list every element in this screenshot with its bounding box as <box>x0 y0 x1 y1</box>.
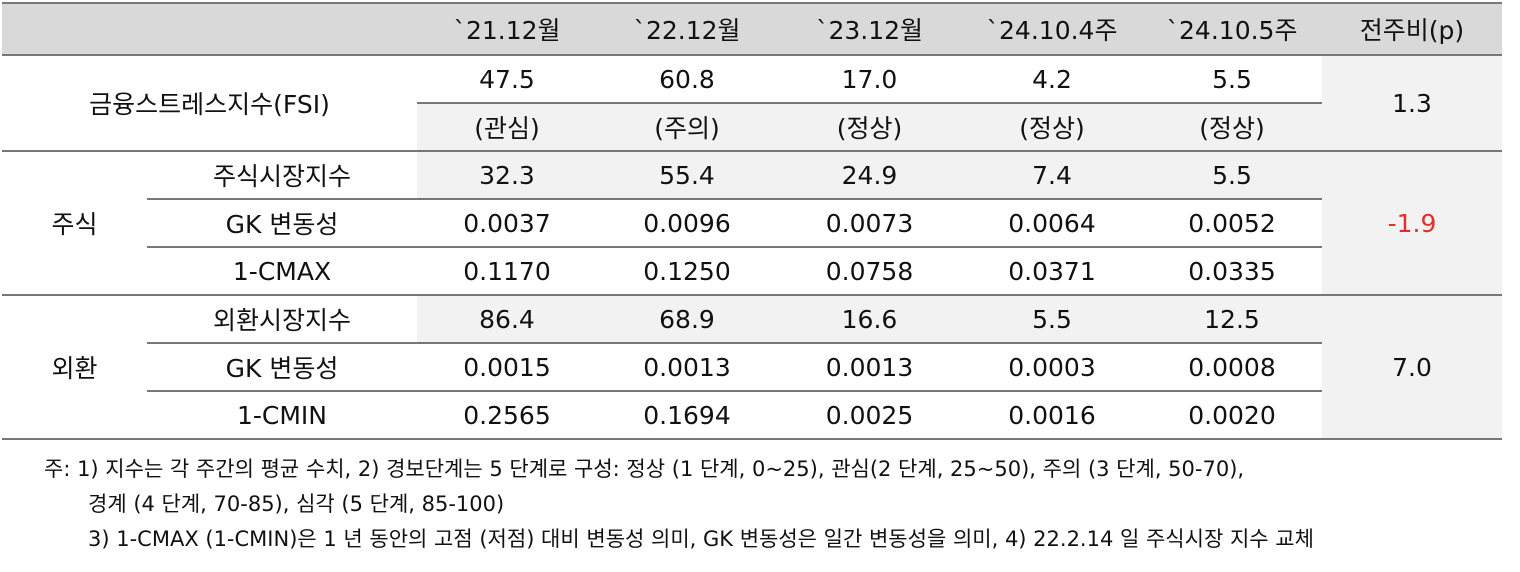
cell-value: 0.0371 <box>962 247 1142 296</box>
col-header: `21.12월 <box>417 2 597 56</box>
fsi-value: 4.2 <box>962 55 1142 104</box>
fsi-status: (주의) <box>597 103 777 152</box>
fsi-label: 금융스트레스지수(FSI) <box>2 55 417 152</box>
cell-value: 0.1250 <box>597 247 777 296</box>
cell-value: 55.4 <box>597 151 777 200</box>
footnotes: 주: 1) 지수는 각 주간의 평균 수치, 2) 경보단계는 5 단계로 구성… <box>44 452 1314 557</box>
stock-change: -1.9 <box>1322 151 1502 296</box>
cell-value: 24.9 <box>777 151 962 200</box>
fsi-change: 1.3 <box>1322 55 1502 152</box>
cell-value: 0.0064 <box>962 199 1142 248</box>
cell-value: 0.1170 <box>417 247 597 296</box>
stock-index-row: 주식 주식시장지수 32.3 55.4 24.9 7.4 5.5 -1.9 <box>2 151 1502 296</box>
fsi-value: 60.8 <box>597 55 777 104</box>
col-header: `24.10.4주 <box>962 2 1142 56</box>
col-header: `24.10.5주 <box>1142 2 1322 56</box>
col-header: `23.12월 <box>777 2 962 56</box>
cell-value: 0.0003 <box>962 343 1142 392</box>
cell-value: 0.0073 <box>777 199 962 248</box>
stock-gk-row: GK 변동성 0.0037 0.0096 0.0073 0.0064 0.005… <box>2 199 1502 248</box>
fsi-status: (관심) <box>417 103 597 152</box>
fsi-status: (정상) <box>962 103 1142 152</box>
col-header-change: 전주비(p) <box>1322 2 1502 56</box>
cell-value: 12.5 <box>1142 295 1322 344</box>
row-label: 1-CMIN <box>147 391 417 440</box>
cell-value: 0.0052 <box>1142 199 1322 248</box>
fsi-value: 17.0 <box>777 55 962 104</box>
stock-cmax-row: 1-CMAX 0.1170 0.1250 0.0758 0.0371 0.033… <box>2 247 1502 296</box>
cell-value: 68.9 <box>597 295 777 344</box>
cell-value: 0.0758 <box>777 247 962 296</box>
fsi-table: `21.12월 `22.12월 `23.12월 `24.10.4주 `24.10… <box>2 2 1502 440</box>
cell-value: 0.0037 <box>417 199 597 248</box>
fsi-status: (정상) <box>1142 103 1322 152</box>
stock-section-label: 주식 <box>2 151 147 296</box>
fx-gk-row: GK 변동성 0.0015 0.0013 0.0013 0.0003 0.000… <box>2 343 1502 392</box>
cell-value: 5.5 <box>1142 151 1322 200</box>
cell-value: 32.3 <box>417 151 597 200</box>
fx-change: 7.0 <box>1322 295 1502 440</box>
row-label: GK 변동성 <box>147 343 417 392</box>
fsi-status: (정상) <box>777 103 962 152</box>
row-label: 1-CMAX <box>147 247 417 296</box>
cell-value: 0.0013 <box>597 343 777 392</box>
cell-value: 16.6 <box>777 295 962 344</box>
cell-value: 0.0013 <box>777 343 962 392</box>
cell-value: 0.0096 <box>597 199 777 248</box>
cell-value: 7.4 <box>962 151 1142 200</box>
fx-index-row: 외환 외환시장지수 86.4 68.9 16.6 5.5 12.5 7.0 <box>2 295 1502 440</box>
cell-value: 0.0025 <box>777 391 962 440</box>
cell-value: 0.0016 <box>962 391 1142 440</box>
row-label: 외환시장지수 <box>147 295 417 344</box>
cell-value: 0.0020 <box>1142 391 1322 440</box>
header-row: `21.12월 `22.12월 `23.12월 `24.10.4주 `24.10… <box>2 2 1502 56</box>
col-header: `22.12월 <box>597 2 777 56</box>
cell-value: 86.4 <box>417 295 597 344</box>
fsi-value: 5.5 <box>1142 55 1322 104</box>
fx-cmin-row: 1-CMIN 0.2565 0.1694 0.0025 0.0016 0.002… <box>2 391 1502 440</box>
footnote-line: 경계 (4 단계, 70-85), 심각 (5 단계, 85-100) <box>88 492 505 516</box>
cell-value: 0.2565 <box>417 391 597 440</box>
footnote-line: 주: 1) 지수는 각 주간의 평균 수치, 2) 경보단계는 5 단계로 구성… <box>44 457 1245 481</box>
cell-value: 0.1694 <box>597 391 777 440</box>
fsi-value-row: 금융스트레스지수(FSI) 47.5 60.8 17.0 4.2 5.5 1.3 <box>2 55 1502 152</box>
footnote-line: 3) 1-CMAX (1-CMIN)은 1 년 동안의 고점 (저점) 대비 변… <box>88 527 1314 551</box>
row-label: 주식시장지수 <box>147 151 417 200</box>
cell-value: 0.0335 <box>1142 247 1322 296</box>
cell-value: 5.5 <box>962 295 1142 344</box>
cell-value: 0.0008 <box>1142 343 1322 392</box>
header-empty <box>2 2 417 56</box>
fsi-status-row: (관심) (주의) (정상) (정상) (정상) <box>2 103 1502 152</box>
fx-section-label: 외환 <box>2 295 147 440</box>
fsi-value: 47.5 <box>417 55 597 104</box>
row-label: GK 변동성 <box>147 199 417 248</box>
cell-value: 0.0015 <box>417 343 597 392</box>
